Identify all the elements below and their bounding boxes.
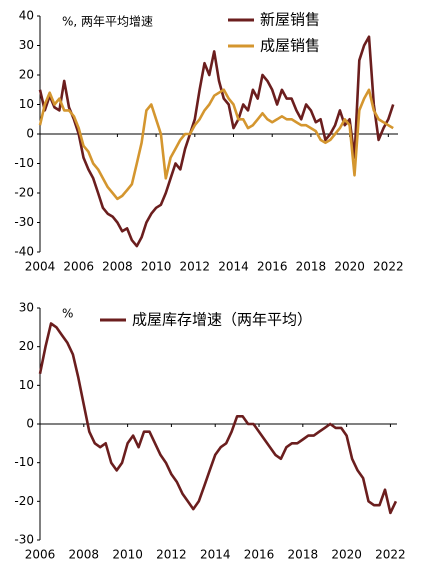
x-tick-label: 2006 xyxy=(25,548,56,562)
y-tick-label: 20 xyxy=(19,339,34,353)
y-tick-label: 20 xyxy=(19,68,34,82)
y-tick-label: -30 xyxy=(14,533,34,547)
series-line xyxy=(38,88,394,201)
y-tick-label: 0 xyxy=(26,417,34,431)
x-tick-label: 2022 xyxy=(375,548,406,562)
y-tick-label: 40 xyxy=(19,9,34,23)
x-tick-label: 2014 xyxy=(218,260,249,274)
legend-label: 成屋库存增速（两年平均） xyxy=(132,311,312,329)
unit-annotation: % xyxy=(62,307,73,321)
x-tick-label: 2020 xyxy=(334,260,365,274)
x-tick-label: 2006 xyxy=(63,260,94,274)
y-tick-label: 10 xyxy=(19,97,34,111)
x-tick-label: 2008 xyxy=(69,548,100,562)
y-tick-label: -20 xyxy=(14,186,34,200)
unit-annotation: %, 两年平均增速 xyxy=(62,15,153,29)
x-tick-label: 2008 xyxy=(102,260,133,274)
series-line xyxy=(38,35,395,248)
x-tick-label: 2022 xyxy=(373,260,404,274)
x-tick-label: 2014 xyxy=(200,548,231,562)
y-tick-label: 30 xyxy=(19,38,34,52)
x-tick-label: 2016 xyxy=(244,548,275,562)
x-tick-label: 2020 xyxy=(331,548,362,562)
x-tick-label: 2012 xyxy=(180,260,211,274)
x-tick-label: 2018 xyxy=(296,260,327,274)
y-tick-label: -30 xyxy=(14,215,34,229)
y-tick-label: 30 xyxy=(19,301,34,315)
y-tick-label: -10 xyxy=(14,156,34,170)
series-line xyxy=(38,322,398,515)
legend-label: 新屋销售 xyxy=(260,11,320,29)
y-tick-label: -20 xyxy=(14,494,34,508)
legend-label: 成屋销售 xyxy=(260,37,320,55)
y-tick-label: -10 xyxy=(14,455,34,469)
x-tick-label: 2010 xyxy=(141,260,172,274)
x-tick-label: 2018 xyxy=(288,548,319,562)
x-tick-label: 2012 xyxy=(156,548,187,562)
x-tick-label: 2016 xyxy=(257,260,288,274)
y-tick-label: -40 xyxy=(14,245,34,259)
x-tick-label: 2010 xyxy=(112,548,143,562)
y-tick-label: 10 xyxy=(19,378,34,392)
y-tick-label: 0 xyxy=(26,127,34,141)
x-tick-label: 2004 xyxy=(25,260,56,274)
